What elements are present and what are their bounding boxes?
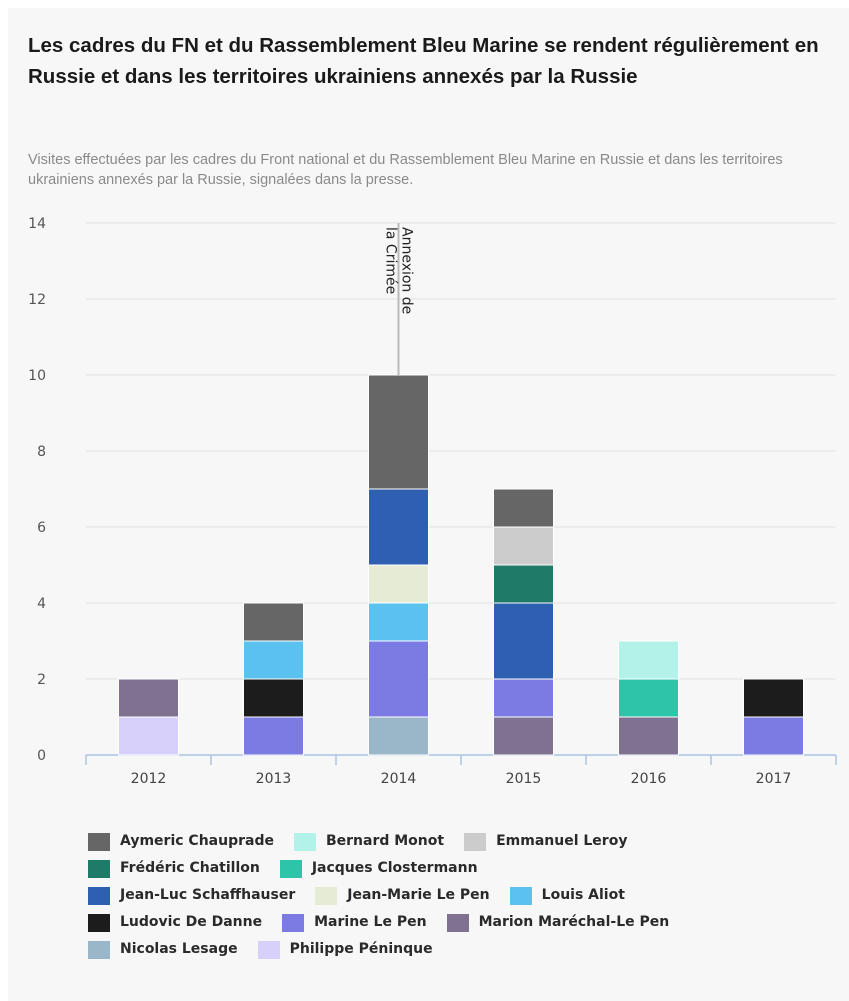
- annotation-line-text: la Crimée: [383, 227, 399, 294]
- y-tick-label: 12: [28, 292, 46, 308]
- y-tick-label: 8: [37, 444, 46, 460]
- legend-swatch: [293, 832, 316, 851]
- legend-swatch: [88, 940, 110, 959]
- x-tick-label: 2016: [631, 771, 667, 787]
- bar-segment: [118, 678, 179, 718]
- legend-swatch: [88, 913, 110, 932]
- bar-segment: [493, 716, 554, 756]
- bar-segment: [368, 640, 429, 718]
- legend-swatch: [509, 886, 532, 905]
- legend-label: Jean-Luc Schaffhauser: [120, 887, 296, 903]
- legend-swatch: [88, 886, 110, 905]
- bar-segment: [368, 374, 429, 490]
- legend-item[interactable]: Jacques Clostermann: [279, 855, 478, 882]
- legend-label: Louis Aliot: [541, 887, 625, 903]
- legend-label: Marion Maréchal-Le Pen: [478, 914, 670, 930]
- legend-row: Frédéric Chatillon Jacques Clostermann: [88, 855, 828, 882]
- bar-segment: [368, 488, 429, 566]
- y-tick-label: 2: [37, 672, 46, 688]
- x-tick-label: 2015: [506, 771, 542, 787]
- x-tick-label: 2012: [131, 771, 167, 787]
- legend-label: Jacques Clostermann: [311, 860, 478, 876]
- x-tick-label: 2013: [256, 771, 292, 787]
- chart-subtitle: Visites effectuées par les cadres du Fro…: [28, 152, 783, 188]
- legend-item[interactable]: Marine Le Pen: [282, 909, 427, 936]
- legend-item[interactable]: Frédéric Chatillon: [88, 855, 260, 882]
- bar-segment: [493, 678, 554, 718]
- legend-row: Aymeric Chauprade Bernard Monot Emmanuel L…: [88, 828, 828, 855]
- legend-label: Marine Le Pen: [314, 914, 427, 930]
- bar-segment: [243, 640, 304, 680]
- chart-legend: Aymeric Chauprade Bernard Monot Emmanuel L…: [88, 828, 828, 963]
- x-tick-label: 2017: [756, 771, 792, 787]
- legend-item[interactable]: Aymeric Chauprade: [88, 828, 274, 855]
- bar-segment: [493, 564, 554, 604]
- x-tick-label: 2014: [381, 771, 417, 787]
- legend-label: Bernard Monot: [325, 833, 445, 849]
- y-tick-label: 4: [37, 596, 46, 612]
- bar-segment: [368, 564, 429, 604]
- legend-label: Ludovic De Danne: [120, 914, 263, 930]
- legend-item[interactable]: Nicolas Lesage: [88, 936, 238, 963]
- bar-segment: [243, 602, 304, 642]
- legend-swatch: [88, 832, 110, 851]
- chart-title: Les cadres du FN et du Rassemblement Ble…: [28, 34, 819, 88]
- bar-segment: [743, 678, 804, 718]
- bar-segment: [368, 716, 429, 756]
- legend-label: Emmanuel Leroy: [496, 833, 628, 849]
- bar-segment: [493, 526, 554, 566]
- bar-segment: [618, 716, 679, 756]
- legend-item[interactable]: Jean-Marie Le Pen: [315, 882, 490, 909]
- y-tick-label: 6: [37, 520, 46, 536]
- legend-row: Nicolas Lesage Philippe Péninque: [88, 936, 828, 963]
- stacked-bar-chart: 0 2 4 6 8 10 12 14 2012 2013 2014 2015 2016 2017 Annex…: [28, 216, 837, 787]
- chart-card: Les cadres du FN et du Rassemblement Ble…: [8, 8, 849, 1001]
- bar-segment: [118, 716, 179, 756]
- bar-segment: [618, 678, 679, 718]
- y-tick-label: 14: [28, 216, 46, 232]
- legend-item[interactable]: Philippe Péninque: [257, 936, 433, 963]
- y-tick-label: 0: [37, 748, 46, 764]
- legend-item[interactable]: Emmanuel Leroy: [464, 828, 627, 855]
- legend-label: Jean-Marie Le Pen: [347, 887, 490, 903]
- legend-item[interactable]: Louis Aliot: [509, 882, 625, 909]
- legend-swatch: [315, 886, 338, 905]
- legend-item[interactable]: Marion Maréchal-Le Pen: [446, 909, 670, 936]
- legend-row: Ludovic De Danne Marine Le Pen Marion Maré…: [88, 909, 828, 936]
- legend-swatch: [464, 832, 487, 851]
- legend-label: Philippe Péninque: [289, 941, 433, 957]
- bar-segment: [243, 678, 304, 718]
- bar-segment: [493, 602, 554, 680]
- legend-row: Jean-Luc Schaffhauser Jean-Marie Le Pen Lo…: [88, 882, 828, 909]
- legend-label: Nicolas Lesage: [120, 941, 238, 957]
- legend-label: Frédéric Chatillon: [120, 860, 260, 876]
- legend-label: Aymeric Chauprade: [120, 833, 274, 849]
- legend-swatch: [257, 940, 280, 959]
- annotation-label: Annexion dela Crimée: [383, 227, 415, 314]
- legend-swatch: [279, 859, 302, 878]
- legend-swatch: [282, 913, 305, 932]
- legend-swatch: [88, 859, 110, 878]
- legend-swatch: [446, 913, 469, 932]
- legend-item[interactable]: Ludovic De Danne: [88, 909, 262, 936]
- bar-segment: [618, 640, 679, 680]
- bar-segment: [368, 602, 429, 642]
- y-tick-label: 10: [28, 368, 46, 384]
- bar-segment: [493, 488, 554, 528]
- annotation-line-text: Annexion de: [399, 227, 415, 314]
- bar-segment: [243, 716, 304, 756]
- legend-item[interactable]: Jean-Luc Schaffhauser: [88, 882, 295, 909]
- legend-item[interactable]: Bernard Monot: [293, 828, 445, 855]
- bar-segment: [743, 716, 804, 756]
